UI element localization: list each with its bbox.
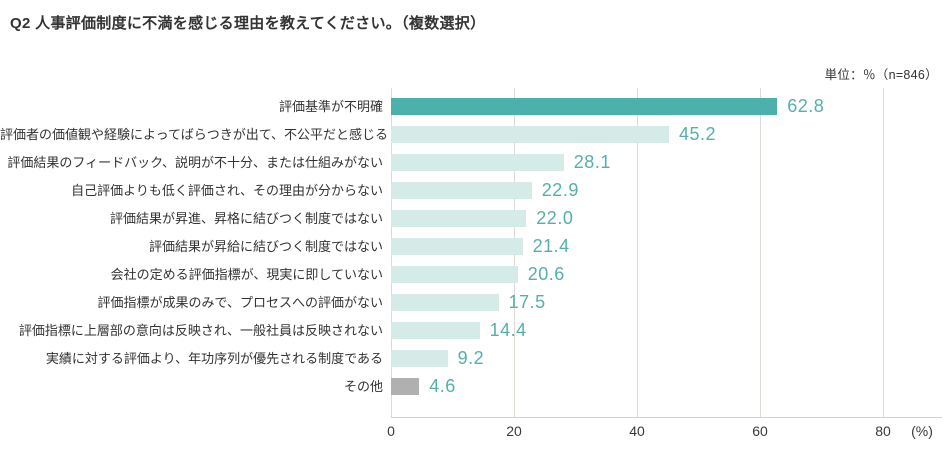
category-label: 評価結果のフィードバック、説明が不十分、または仕組みがない bbox=[7, 154, 383, 170]
x-axis-unit-label: (%) bbox=[911, 423, 933, 439]
bar bbox=[391, 378, 420, 396]
bar-value-label: 62.8 bbox=[787, 95, 825, 116]
category-label: 評価指標に上層部の意向は反映され、一般社員は反映されない bbox=[18, 323, 383, 339]
category-label: 評価基準が不明確 bbox=[278, 98, 383, 114]
bar-row: その他 4.6 bbox=[0, 373, 950, 401]
category-label: 評価結果が昇給に結びつく制度ではない bbox=[148, 239, 383, 255]
bar-row: 実績に対する評価より、年功序列が優先される制度である 9.2 bbox=[0, 345, 950, 373]
bar-row: 評価指標に上層部の意向は反映され、一般社員は反映されない 14.4 bbox=[0, 317, 950, 345]
category-label: その他 bbox=[343, 379, 383, 395]
bar-value-label: 45.2 bbox=[679, 123, 717, 144]
bar-row: 評価結果が昇給に結びつく制度ではない 21.4 bbox=[0, 232, 950, 260]
bar bbox=[391, 97, 778, 115]
chart-title: Q2 人事評価制度に不満を感じる理由を教えてください。（複数選択） bbox=[10, 15, 486, 32]
bar-track: 22.0 bbox=[391, 207, 950, 228]
bar bbox=[391, 350, 448, 368]
bar bbox=[391, 238, 523, 256]
bar bbox=[391, 294, 499, 312]
bar bbox=[391, 322, 480, 340]
bar-track: 22.9 bbox=[391, 179, 950, 200]
bar-rows: 評価基準が不明確 62.8 評価者の価値観や経験によってばらつきが出て、不公平だ… bbox=[0, 92, 950, 401]
unit-note: 単位：％（n=846） bbox=[824, 68, 938, 82]
bar-value-label: 20.6 bbox=[527, 264, 565, 285]
bar-value-label: 4.6 bbox=[429, 376, 456, 397]
category-label: 評価指標が成果のみで、プロセスへの評価がない bbox=[97, 295, 383, 311]
bar bbox=[391, 181, 532, 199]
gridline-60 bbox=[760, 88, 761, 417]
bar-value-label: 22.0 bbox=[536, 207, 574, 228]
bar-row: 会社の定める評価指標が、現実に即していない 20.6 bbox=[0, 261, 950, 289]
bar-track: 28.1 bbox=[391, 151, 950, 172]
bar-value-label: 21.4 bbox=[532, 236, 570, 257]
category-label: 評価結果が昇進、昇格に結びつく制度ではない bbox=[109, 210, 383, 226]
bar-row: 評価結果が昇進、昇格に結びつく制度ではない 22.0 bbox=[0, 204, 950, 232]
bar-value-label: 28.1 bbox=[573, 151, 611, 172]
category-label: 評価者の価値観や経験によってばらつきが出て、不公平だと感じる bbox=[0, 126, 389, 142]
x-axis: 0 20 40 60 80 (%) bbox=[0, 424, 950, 442]
bar-row: 自己評価よりも低く評価され、その理由が分からない 22.9 bbox=[0, 176, 950, 204]
bar bbox=[391, 153, 564, 171]
x-tick-20: 20 bbox=[506, 423, 522, 439]
bar-track: 17.5 bbox=[391, 292, 950, 313]
bar-row: 評価者の価値観や経験によってばらつきが出て、不公平だと感じる 45.2 bbox=[0, 120, 950, 148]
gridline-40 bbox=[637, 88, 638, 417]
bar bbox=[391, 125, 669, 143]
x-tick-80: 80 bbox=[875, 423, 891, 439]
bar-track: 9.2 bbox=[391, 348, 950, 369]
x-tick-60: 60 bbox=[752, 423, 768, 439]
bar-track: 21.4 bbox=[391, 236, 950, 257]
bar-row: 評価結果のフィードバック、説明が不十分、または仕組みがない 28.1 bbox=[0, 148, 950, 176]
bar-track: 62.8 bbox=[391, 95, 950, 116]
bar-track: 4.6 bbox=[391, 376, 950, 397]
x-tick-0: 0 bbox=[387, 423, 395, 439]
bar-track: 14.4 bbox=[391, 320, 950, 341]
bar bbox=[391, 266, 518, 284]
gridline-80 bbox=[883, 88, 884, 417]
category-label: 実績に対する評価より、年功序列が優先される制度である bbox=[45, 351, 383, 367]
bar-row: 評価基準が不明確 62.8 bbox=[0, 92, 950, 120]
bar-row: 評価指標が成果のみで、プロセスへの評価がない 17.5 bbox=[0, 289, 950, 317]
bar bbox=[391, 209, 527, 227]
bar-track: 45.2 bbox=[391, 123, 950, 144]
x-tick-40: 40 bbox=[629, 423, 645, 439]
bar-value-label: 22.9 bbox=[541, 179, 579, 200]
category-label: 自己評価よりも低く評価され、その理由が分からない bbox=[71, 182, 383, 198]
bar-value-label: 9.2 bbox=[457, 348, 485, 369]
category-label: 会社の定める評価指標が、現実に即していない bbox=[110, 267, 383, 283]
bar-track: 20.6 bbox=[391, 264, 950, 285]
bar-value-label: 17.5 bbox=[508, 292, 546, 313]
bar-value-label: 14.4 bbox=[489, 320, 527, 341]
